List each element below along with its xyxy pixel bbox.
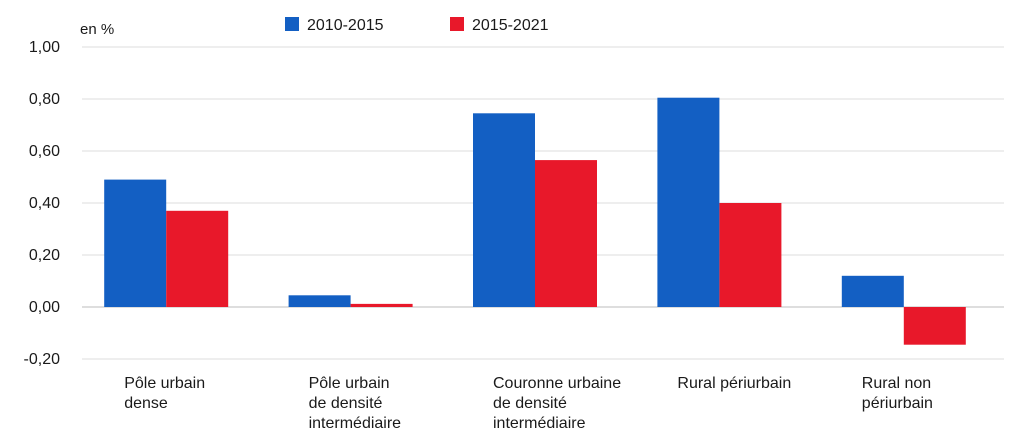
y-tick-label: 0,80 <box>29 91 60 108</box>
y-tick-label: -0,20 <box>24 351 61 368</box>
category-label: Pôle urbain dense <box>124 375 205 412</box>
y-tick-label: 1,00 <box>29 39 60 56</box>
category-label: Rural périurbain <box>677 375 791 392</box>
bar-2010-2015-1 <box>288 295 351 307</box>
bar-2015-2021-0 <box>166 210 229 307</box>
y-tick-label: 0,00 <box>29 299 60 316</box>
unit-label: en % <box>80 21 114 38</box>
legend-swatch <box>450 17 464 31</box>
category-label: Couronne urbaine de densité intermédiaire <box>493 375 621 432</box>
y-tick-label: 0,60 <box>29 143 60 160</box>
bar-2015-2021-4 <box>903 307 966 345</box>
bar-2010-2015-4 <box>841 275 904 307</box>
y-tick-label: 0,40 <box>29 195 60 212</box>
legend-swatch <box>285 17 299 31</box>
legend-label: 2010-2015 <box>307 17 384 34</box>
bar-2010-2015-2 <box>473 113 535 307</box>
category-labels: Pôle urbain dense Pôle urbain de densité int… <box>124 375 933 432</box>
bar-2010-2015-3 <box>657 97 720 307</box>
bar-2015-2021-2 <box>535 160 597 307</box>
bar-2010-2015-0 <box>104 179 167 307</box>
y-tick-label: 0,20 <box>29 247 60 264</box>
legend: 2010-2015 2015-2021 <box>285 17 549 34</box>
category-label: Pôle urbain de densité intermédiaire <box>309 375 402 432</box>
bar-2015-2021-3 <box>719 203 782 307</box>
legend-label: 2015-2021 <box>472 17 549 34</box>
bars <box>104 97 966 345</box>
bar-2015-2021-1 <box>350 303 413 307</box>
category-label: Rural non périurbain <box>862 375 933 412</box>
y-axis-ticks: -0,20 0,00 0,20 0,40 0,60 0,80 1,00 <box>24 39 61 368</box>
